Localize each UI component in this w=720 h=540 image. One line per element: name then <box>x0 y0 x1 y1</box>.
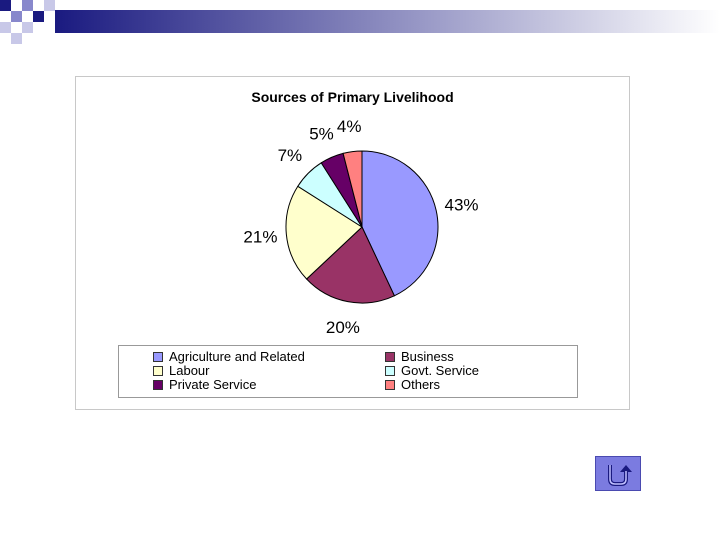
legend-item: Agriculture and Related <box>153 350 305 364</box>
chart-title: Sources of Primary Livelihood <box>251 89 454 105</box>
legend-label: Others <box>401 377 441 392</box>
legend-item: Govt. Service <box>385 364 479 378</box>
data-label: 21% <box>243 228 277 247</box>
pie-slice-others <box>342 150 363 228</box>
pie-chart: 43% 20% 21% 7% 5% 4% <box>243 117 479 337</box>
header-decoration <box>0 0 720 44</box>
pie-slice-agriculture-and-related <box>361 150 439 297</box>
data-label: 43% <box>445 196 479 215</box>
data-label: 5% <box>309 124 334 143</box>
legend-label: Agriculture and Related <box>169 349 305 364</box>
legend-swatch <box>385 365 395 376</box>
chart-frame: Sources of Primary Livelihood 43% 20% 21% 7… <box>75 76 630 410</box>
chart-legend: Agriculture and Related Business Labour Gov… <box>118 345 578 398</box>
legend-item: Private Service <box>153 378 256 392</box>
pie-slice-labour <box>285 185 363 280</box>
data-label: 20% <box>326 318 360 337</box>
legend-swatch <box>153 379 163 390</box>
pie-slice-business <box>305 226 396 304</box>
legend-label: Labour <box>169 363 210 378</box>
legend-swatch <box>385 351 395 362</box>
data-label: 4% <box>337 117 362 136</box>
data-label: 7% <box>278 146 303 165</box>
legend-item: Others <box>385 378 440 392</box>
legend-label: Business <box>401 349 454 364</box>
legend-label: Govt. Service <box>401 363 480 378</box>
legend-item: Labour <box>153 364 209 378</box>
return-arrow-icon <box>608 465 632 486</box>
legend-swatch <box>385 379 395 390</box>
legend-swatch <box>153 365 163 376</box>
legend-label: Private Service <box>169 377 257 392</box>
legend-item: Business <box>385 350 454 364</box>
back-button[interactable] <box>595 456 641 491</box>
legend-swatch <box>153 351 163 362</box>
